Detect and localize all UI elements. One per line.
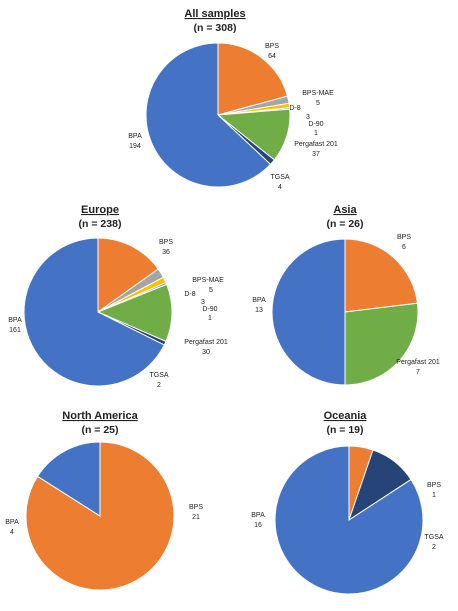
chart-subtitle: (n = 308) <box>194 22 237 34</box>
slice-value-tgsa: 2 <box>157 382 161 389</box>
slice-value-pergafast-201: 30 <box>202 349 210 356</box>
pie-slice-bps <box>97 237 159 313</box>
chart-subtitle: (n = 238) <box>79 218 122 230</box>
slice-label-d90: D-90 <box>202 306 217 313</box>
slice-label-d8: D-8 <box>184 291 195 298</box>
slice-value-d90: 1 <box>208 315 212 322</box>
slice-value-bpa: 194 <box>129 143 141 150</box>
slice-value-pergafast-201: 37 <box>312 151 320 158</box>
slice-label-d8: D-8 <box>289 105 300 112</box>
pie-slice-bpa <box>274 445 424 595</box>
slice-value-bps-mae: 5 <box>209 287 213 294</box>
slice-label-tgsa: TGSA <box>424 534 443 541</box>
slice-label-d90: D-90 <box>308 121 323 128</box>
chart-title: Oceania <box>324 410 368 422</box>
slice-value-tgsa: 2 <box>432 544 436 551</box>
slice-label-bpa: BPA <box>5 519 19 526</box>
slice-label-bps: BPS <box>189 504 203 511</box>
slice-label-pergafast-201: Pergafast 201 <box>396 359 440 366</box>
pie-slice-bpa <box>23 237 165 387</box>
slice-label-bps: BPS <box>265 43 279 50</box>
chart-subtitle: (n = 19) <box>326 424 363 436</box>
slice-value-bps: 6 <box>402 244 406 251</box>
slice-value-bpa: 161 <box>9 327 21 334</box>
slice-value-bpa: 4 <box>10 529 14 536</box>
pie-slice-bps <box>344 238 419 313</box>
pie-slice-bpa <box>36 441 101 517</box>
slice-value-d8: 3 <box>201 299 205 306</box>
slice-value-bps: 1 <box>432 492 436 499</box>
slice-value-pergafast-201: 7 <box>416 369 420 376</box>
chart-all-samples: All samples (n = 308) BPS 64 BPS-MAE 5 D… <box>128 8 338 191</box>
chart-subtitle: (n = 26) <box>326 218 363 230</box>
slice-value-bps: 64 <box>268 53 276 60</box>
slice-label-bps: BPS <box>427 482 441 489</box>
chart-title: North America <box>62 410 138 422</box>
slice-label-bpa: BPA <box>252 297 266 304</box>
chart-title: Asia <box>333 204 357 216</box>
chart-asia: Asia (n = 26) BPS 6 Pergafast 201 7 BPA … <box>252 204 440 386</box>
slice-label-bps: BPS <box>159 239 173 246</box>
chart-oceania: Oceania (n = 19) BPS 1 TGSA 2 BPA 16 <box>251 410 444 595</box>
slice-label-pergafast-201: Pergafast 201 <box>294 141 338 148</box>
slice-label-bpa: BPA <box>251 512 265 519</box>
slice-value-bpa: 13 <box>255 307 263 314</box>
pie-slice-pergafast-201 <box>96 283 173 343</box>
slice-value-tgsa: 4 <box>278 184 282 191</box>
slice-label-bpa: BPA <box>8 317 22 324</box>
chart-europe: Europe (n = 238) BPS 36 BPS-MAE 5 D-8 3 … <box>8 204 228 389</box>
slice-value-bps: 21 <box>192 514 200 521</box>
slice-label-bps-mae: BPS-MAE <box>192 277 224 284</box>
chart-title: All samples <box>184 8 245 20</box>
chart-subtitle: (n = 25) <box>81 424 118 436</box>
slice-label-bps-mae: BPS-MAE <box>302 90 334 97</box>
slice-label-bpa: BPA <box>128 133 142 140</box>
slice-value-bps-mae: 5 <box>316 100 320 107</box>
pie-slice-bps <box>217 42 289 116</box>
slice-value-bps: 36 <box>162 249 170 256</box>
pie-slice-pergafast-201 <box>344 302 419 386</box>
slice-value-d8: 3 <box>306 114 310 121</box>
slice-label-tgsa: TGSA <box>270 174 289 181</box>
slice-label-tgsa: TGSA <box>149 372 168 379</box>
slice-value-bpa: 16 <box>254 522 262 529</box>
pie-slice-bpa <box>271 238 346 386</box>
pie-slice-bpa <box>145 42 272 188</box>
slice-value-d90: 1 <box>314 130 318 137</box>
chart-north-america: North America (n = 25) BPS 21 BPA 4 <box>5 410 203 591</box>
chart-title: Europe <box>81 204 119 216</box>
slice-label-pergafast-201: Pergafast 201 <box>184 339 228 346</box>
slice-label-bps: BPS <box>397 234 411 241</box>
